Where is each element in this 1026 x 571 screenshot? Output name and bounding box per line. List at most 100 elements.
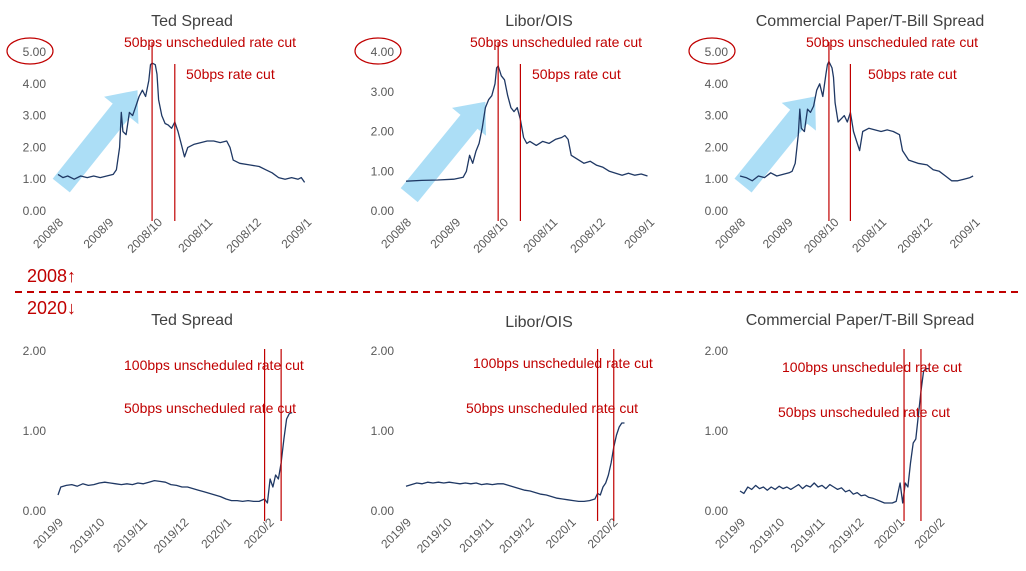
year-label-2008: 2008↑ bbox=[27, 266, 76, 286]
y-tick-label: 0.00 bbox=[371, 204, 395, 218]
chart-title: Libor/OIS bbox=[505, 13, 573, 30]
y-tick-label: 0.00 bbox=[23, 504, 47, 518]
y-tick-label: 3.00 bbox=[23, 109, 47, 123]
x-tick-label: 2008/9 bbox=[760, 215, 796, 251]
trend-arrow bbox=[734, 96, 816, 193]
x-tick-label: 2008/10 bbox=[801, 215, 842, 256]
rate-cut-annotation: 50bps unscheduled rate cut bbox=[470, 34, 642, 50]
x-tick-label: 2019/10 bbox=[414, 515, 455, 556]
y-tick-label: 2.00 bbox=[705, 344, 729, 358]
x-tick-label: 2008/9 bbox=[428, 215, 464, 251]
series-line bbox=[739, 367, 929, 504]
y-tick-label: 3.00 bbox=[705, 109, 729, 123]
chart-title: Libor/OIS bbox=[505, 314, 573, 331]
chart-panel-6: Commercial Paper/T-Bill Spread 0.00 1.00 2.… bbox=[705, 312, 975, 556]
y-tick-label: 2.00 bbox=[705, 140, 729, 154]
x-tick-label: 2019/9 bbox=[712, 515, 748, 551]
chart-title: Commercial Paper/T-Bill Spread bbox=[746, 312, 975, 329]
rate-cut-annotation: 50bps unscheduled rate cut bbox=[124, 400, 296, 416]
x-tick-label: 2008/11 bbox=[520, 215, 560, 255]
series-line bbox=[57, 62, 306, 183]
y-tick-label: 1.00 bbox=[371, 164, 395, 178]
x-tick-label: 2008/8 bbox=[378, 215, 414, 251]
chart-panel-1: Ted Spread 0.00 1.00 2.00 3.00 4.00 5.00 2008/8… bbox=[6, 13, 315, 256]
y-tick-label: 2.00 bbox=[23, 344, 47, 358]
x-tick-label: 2009/1 bbox=[621, 215, 657, 251]
rate-cut-annotation: 50bps rate cut bbox=[186, 66, 275, 82]
y-tick-label: 0.00 bbox=[23, 204, 47, 218]
x-tick-label: 2008/11 bbox=[175, 215, 215, 255]
y-tick-label: 0.00 bbox=[371, 504, 395, 518]
y-tick-label: 2.00 bbox=[371, 344, 395, 358]
rate-cut-annotation: 50bps unscheduled rate cut bbox=[124, 34, 296, 50]
x-tick-label: 2020/1 bbox=[198, 515, 234, 551]
y-tick-label: 1.00 bbox=[705, 172, 729, 186]
x-tick-label: 2008/11 bbox=[849, 215, 889, 255]
y-tick-label: 2.00 bbox=[371, 125, 395, 139]
x-tick-label: 2008/8 bbox=[712, 215, 748, 251]
x-tick-label: 2009/1 bbox=[947, 215, 983, 251]
x-tick-label: 2008/9 bbox=[81, 215, 117, 251]
y-tick-highlight-circle bbox=[688, 37, 736, 65]
x-tick-label: 2020/1 bbox=[543, 515, 579, 551]
series-line bbox=[739, 60, 974, 182]
year-label-2020: 2020↓ bbox=[27, 298, 76, 318]
y-tick-highlight-circle bbox=[354, 37, 402, 65]
chart-title: Ted Spread bbox=[151, 13, 233, 30]
y-tick-label: 1.00 bbox=[705, 424, 729, 438]
x-tick-label: 2019/12 bbox=[496, 515, 537, 556]
x-tick-label: 2019/9 bbox=[378, 515, 414, 551]
x-tick-label: 2019/12 bbox=[826, 515, 867, 556]
series-line bbox=[405, 422, 625, 503]
x-tick-label: 2009/1 bbox=[278, 215, 314, 251]
x-tick-label: 2019/10 bbox=[67, 515, 108, 556]
rate-cut-annotation: 100bps unscheduled rate cut bbox=[473, 355, 653, 371]
x-tick-label: 2020/2 bbox=[241, 515, 277, 551]
x-tick-label: 2020/2 bbox=[585, 515, 621, 551]
x-tick-label: 2008/12 bbox=[567, 215, 608, 256]
y-tick-highlight-circle bbox=[6, 37, 54, 65]
rate-cut-annotation: 50bps rate cut bbox=[532, 66, 621, 82]
rate-cut-annotation: 50bps unscheduled rate cut bbox=[466, 400, 638, 416]
y-tick-label: 1.00 bbox=[23, 424, 47, 438]
x-tick-label: 2019/11 bbox=[788, 515, 828, 555]
x-tick-label: 2019/9 bbox=[30, 515, 66, 551]
y-tick-label: 0.00 bbox=[705, 204, 729, 218]
y-tick-label: 5.00 bbox=[23, 45, 47, 59]
x-tick-label: 2008/10 bbox=[124, 215, 165, 256]
y-tick-label: 5.00 bbox=[705, 45, 729, 59]
rate-cut-annotation: 100bps unscheduled rate cut bbox=[782, 359, 962, 375]
y-tick-label: 1.00 bbox=[23, 172, 47, 186]
y-tick-label: 1.00 bbox=[371, 424, 395, 438]
charts-group: Ted Spread 0.00 1.00 2.00 3.00 4.00 5.00 2008/8… bbox=[6, 13, 985, 556]
y-tick-label: 4.00 bbox=[371, 45, 395, 59]
x-tick-label: 2008/12 bbox=[223, 215, 264, 256]
trend-arrow bbox=[400, 101, 486, 203]
chart-title: Ted Spread bbox=[151, 312, 233, 329]
rate-cut-annotation: 50bps rate cut bbox=[868, 66, 957, 82]
chart-panel-3: Commercial Paper/T-Bill Spread 0.00 1.00 2.… bbox=[688, 13, 985, 256]
x-tick-label: 2019/11 bbox=[456, 515, 496, 555]
series-line bbox=[57, 411, 293, 504]
rate-cut-annotation: 50bps unscheduled rate cut bbox=[778, 404, 950, 420]
x-tick-label: 2019/10 bbox=[747, 515, 788, 556]
chart-panel-2: Libor/OIS 0.00 1.00 2.00 3.00 4.00 2008/8 2008/… bbox=[354, 13, 657, 256]
x-tick-label: 2019/12 bbox=[151, 515, 192, 556]
x-tick-label: 2008/10 bbox=[470, 215, 511, 256]
y-tick-label: 2.00 bbox=[23, 140, 47, 154]
x-tick-label: 2019/11 bbox=[110, 515, 150, 555]
y-tick-label: 4.00 bbox=[705, 77, 729, 91]
x-tick-label: 2008/12 bbox=[895, 215, 936, 256]
y-tick-label: 3.00 bbox=[371, 85, 395, 99]
x-tick-label: 2020/2 bbox=[911, 515, 947, 551]
chart-title: Commercial Paper/T-Bill Spread bbox=[756, 13, 985, 30]
y-tick-label: 0.00 bbox=[705, 504, 729, 518]
rate-cut-annotation: 50bps unscheduled rate cut bbox=[806, 34, 978, 50]
rate-cut-annotation: 100bps unscheduled rate cut bbox=[124, 357, 304, 373]
trend-arrow bbox=[52, 90, 139, 193]
y-tick-label: 4.00 bbox=[23, 77, 47, 91]
x-tick-label: 2020/1 bbox=[871, 515, 907, 551]
